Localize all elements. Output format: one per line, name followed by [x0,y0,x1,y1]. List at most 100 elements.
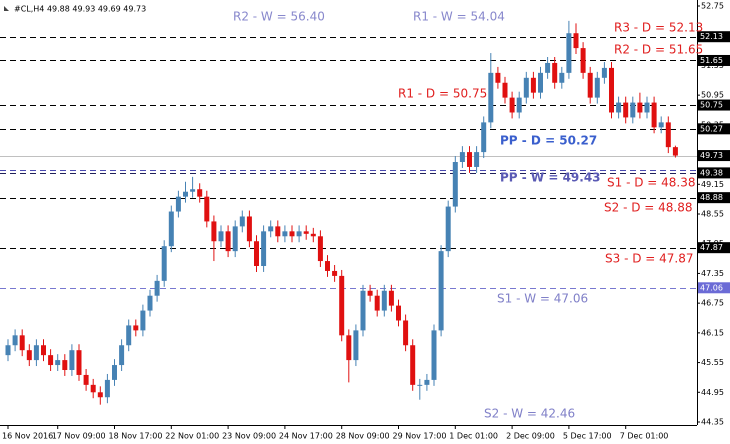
candle-body [587,72,593,98]
x-tick-label: 29 Nov 17:00 [393,432,447,441]
candle-body [140,310,146,331]
candle-body [644,102,650,113]
candle-body [19,335,25,351]
price-box [698,54,730,66]
y-tick-label: 44.35 [701,418,724,427]
candle-body [225,231,231,252]
candle-body [190,189,196,192]
candle-body [282,231,288,237]
candle-body [246,216,252,242]
candle-body [211,221,217,242]
price-box-label: 49.38 [700,168,723,177]
candle-body [48,355,54,366]
y-tick-label: 47.35 [701,269,724,278]
y-tick-label: 49.15 [701,180,724,189]
candle-body [523,77,529,98]
candle-body [410,345,416,385]
candle-body [254,241,259,266]
candle-body [168,211,174,247]
candle-body [55,360,61,366]
candle-body [381,290,387,311]
price-box-label: 51.65 [700,56,723,65]
y-tick-label: 46.15 [701,328,724,337]
level-annotation: PP - D = 50.27 [500,134,597,148]
y-tick-label: 50.95 [701,91,724,100]
chart-title: #CL,H4 49.88 49.93 49.69 49.73 [14,5,146,14]
candle-body [481,122,487,153]
candle-body [76,350,82,375]
candle-body [33,345,39,361]
candle-body [609,67,614,113]
candle-body [310,233,316,237]
candle-body [516,97,522,113]
level-annotation: S1 - D = 48.38 [607,176,696,190]
candle-body [204,196,210,222]
price-box-label: 52.13 [700,32,723,41]
candle-body [69,350,75,370]
candle-body [445,206,451,252]
candle-body [431,330,437,380]
price-box [698,192,730,204]
candle-body [296,231,302,237]
x-tick-label: 18 Nov 17:00 [109,432,163,441]
y-tick-label: 48.55 [701,210,724,219]
level-annotation: R1 - W = 54.04 [413,10,505,24]
candle-body [566,33,572,73]
price-box [698,167,730,179]
candle-body [154,280,160,296]
candle-body [495,72,501,83]
level-annotation: R2 - W = 56.40 [233,10,325,24]
candle-body [232,226,238,252]
candle-body [197,189,203,197]
candle-body [261,231,267,266]
candle-body [62,360,68,370]
price-box [698,31,730,43]
candle-body [651,102,657,128]
candle-body [41,345,46,356]
candle-body [467,152,472,167]
candle-body [5,345,11,356]
price-box-label: 48.88 [700,193,723,202]
x-tick-label: 17 Nov 09:00 [52,432,106,441]
level-annotation: S3 - D = 47.87 [605,252,694,266]
candle-body [545,62,551,73]
x-tick-label: 2 Dec 09:00 [506,432,555,441]
candle-body [268,226,274,232]
level-annotation: S2 - W = 42.46 [484,407,575,421]
x-tick-label: 5 Dec 17:00 [563,432,612,441]
price-box [698,123,730,135]
candle-body [459,152,465,162]
candle-body [133,325,139,331]
y-tick-label: 44.95 [701,388,724,397]
price-box-label: 49.73 [700,151,723,160]
candle-body [332,270,338,276]
candle-body [530,77,536,93]
level-annotation: S2 - D = 48.88 [604,201,693,215]
x-tick-label: 16 Nov 2016 [2,432,53,441]
price-box-label: 50.27 [700,124,723,133]
candle-body [104,379,110,398]
header-icon [4,6,9,11]
candle-body [12,335,18,346]
candle-body [630,102,636,118]
candle-body [509,97,515,113]
level-annotation: PP - W = 49.43 [500,171,601,185]
price-box [698,99,730,111]
candle-body [573,33,579,49]
candle-body [119,345,125,366]
level-annotation: S1 - W = 47.06 [497,292,588,306]
candle-body [488,72,494,123]
candle-body [396,305,401,321]
candle-body [90,384,96,393]
candle-body [424,379,430,385]
level-annotation: R2 - D = 51.65 [614,43,703,57]
x-tick-label: 28 Nov 09:00 [336,432,390,441]
candle-body [26,350,32,361]
candle-body [552,62,558,83]
candle-body [346,335,352,361]
candle-body [353,330,359,361]
candle-body [623,102,629,118]
candle-body [126,325,132,346]
